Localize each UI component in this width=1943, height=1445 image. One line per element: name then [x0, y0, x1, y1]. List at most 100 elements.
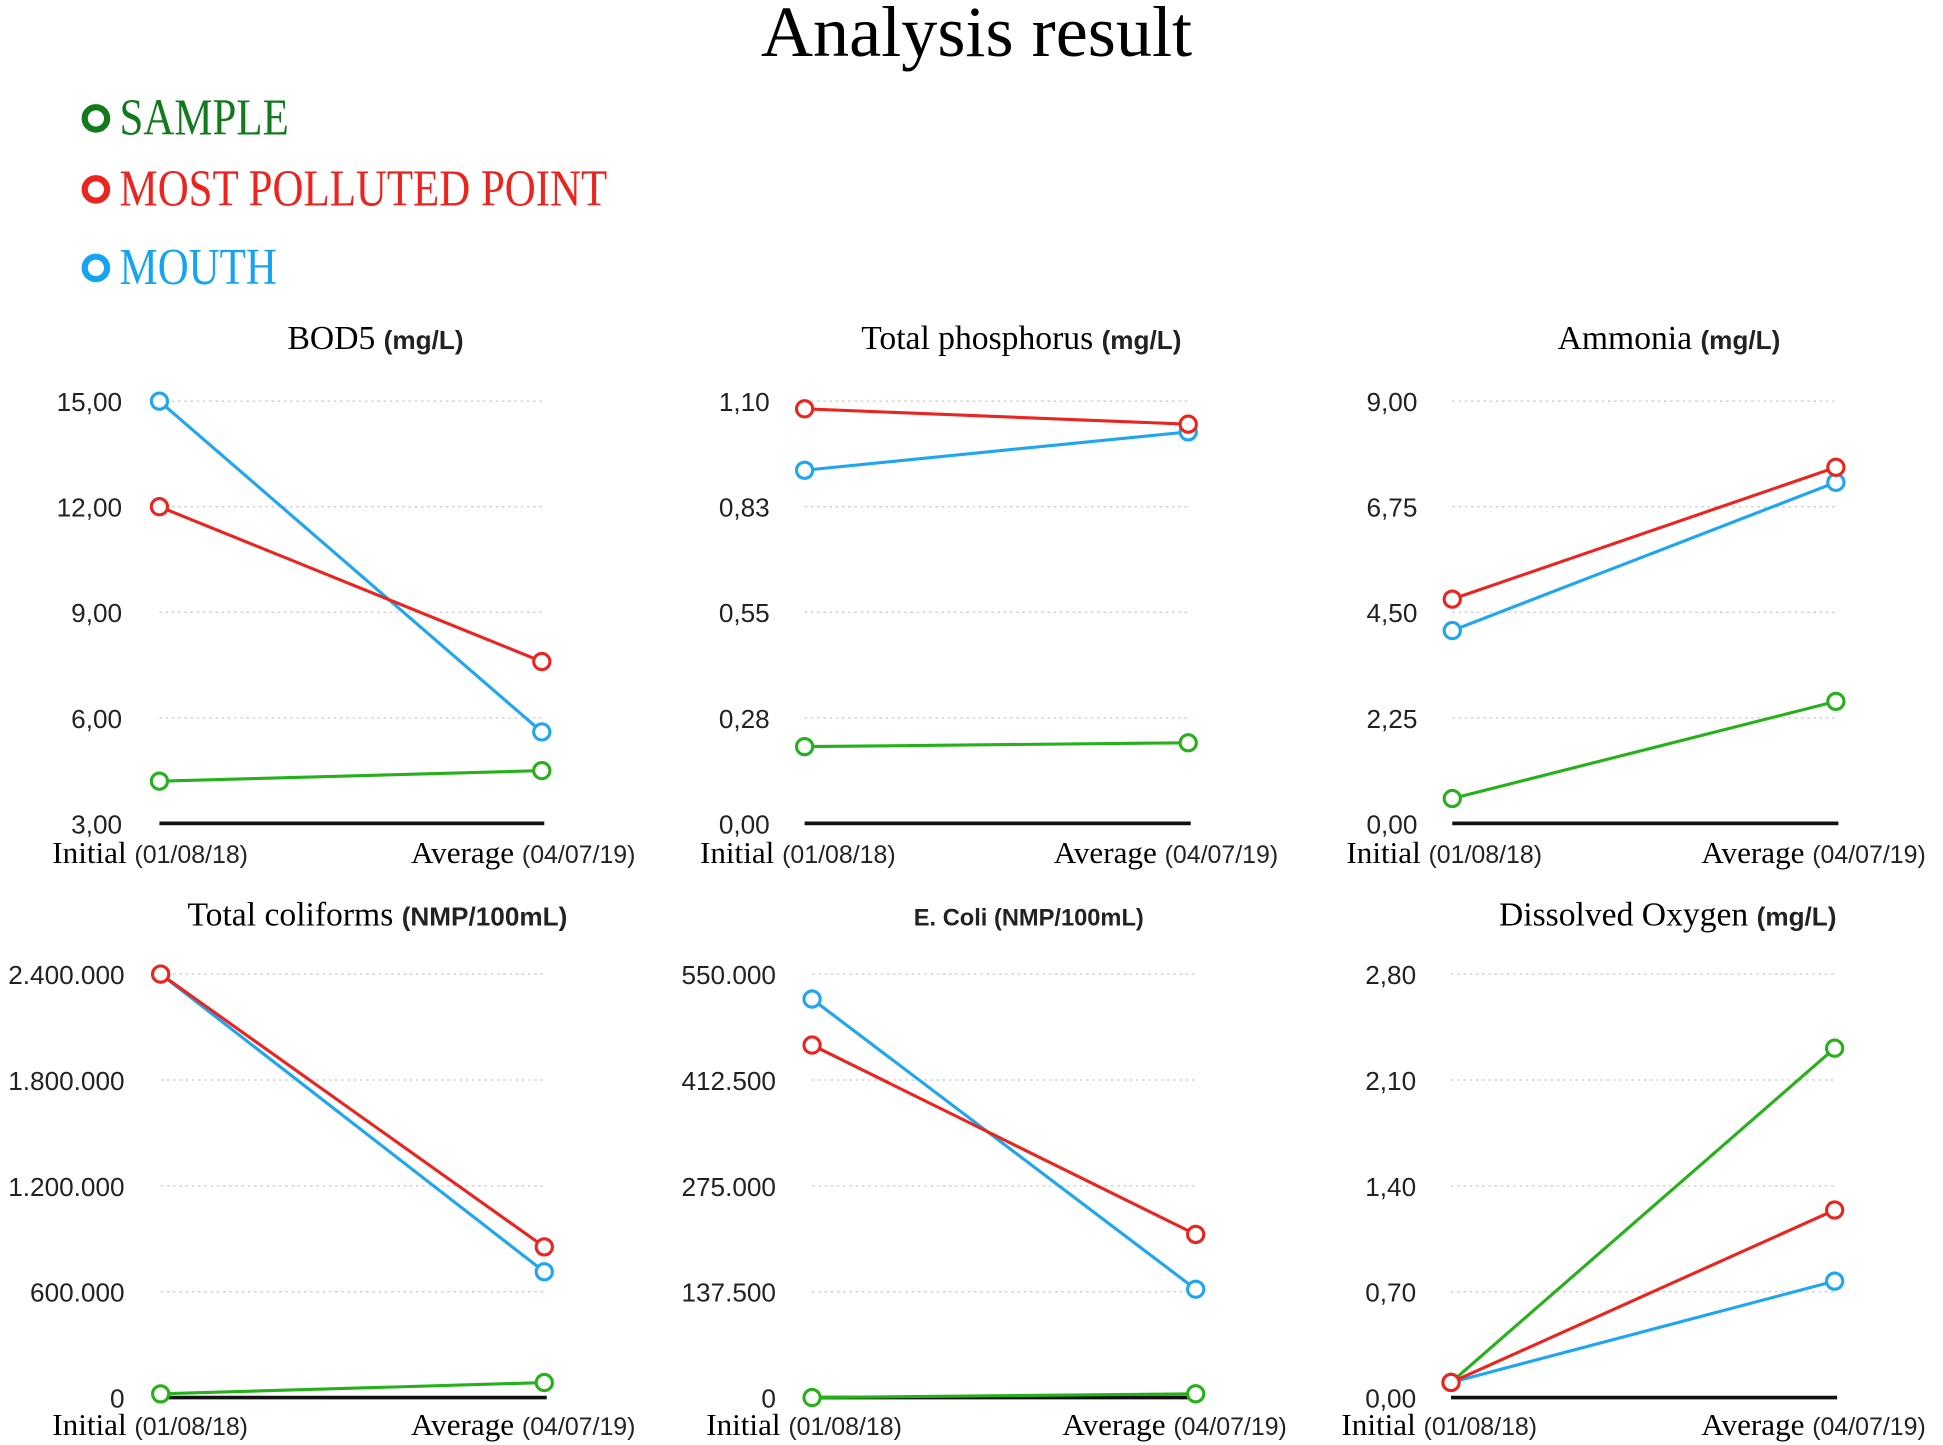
data-point: [149, 771, 170, 791]
legend-item: SAMPLE: [81, 89, 289, 147]
legend-item: MOUTH: [81, 238, 277, 296]
series-line: [1451, 480, 1837, 633]
series-sample: [802, 1384, 1206, 1408]
data-point: [1442, 620, 1462, 641]
chart-title: Dissolved Oxygen (mg/L): [1499, 897, 1837, 934]
series-line: [160, 1381, 545, 1396]
chart-panel: Total phosphorus (mg/L) 0,00 0,28 0,55 0,83 1…: [700, 320, 1278, 870]
series-sample: [1441, 1038, 1845, 1393]
y-tick-label: 0,00: [719, 809, 770, 839]
chart-title-name: Total phosphorus: [861, 320, 1101, 357]
data-point: [1442, 589, 1462, 609]
data-point: [1824, 1271, 1845, 1291]
data-point: [534, 1372, 554, 1393]
x-tick-label: Average (04/07/19): [411, 1407, 635, 1442]
chart-panel: BOD5 (mg/L) 3,00 6,00 9,00 12,00 15,00 Initial…: [52, 320, 635, 870]
x-tick-label: Initial (01/08/18): [52, 1407, 248, 1442]
data-point: [1186, 1224, 1206, 1245]
y-tick-label: 600.000: [30, 1278, 125, 1308]
series-mouth: [802, 989, 1206, 1299]
x-tick-label: Average (04/07/19): [1054, 835, 1278, 870]
series-sample: [1442, 691, 1846, 809]
data-point: [1441, 1372, 1461, 1393]
y-tick-label: 3,00: [71, 809, 122, 839]
series-line: [804, 407, 1189, 426]
y-tick-label: 0,83: [719, 493, 770, 523]
circle-marker-icon: [81, 104, 111, 133]
legend-label: MOUTH: [120, 238, 277, 296]
chart-title-unit: (mg/L): [1102, 325, 1182, 355]
y-tick-label: 9,00: [71, 598, 122, 628]
y-tick-label: 0,00: [1367, 809, 1418, 839]
y-tick-label: 2,10: [1365, 1066, 1416, 1096]
y-tick-label: 0: [110, 1384, 125, 1414]
y-tick-label: 275.000: [681, 1172, 776, 1202]
chart-title-unit: (mg/L): [384, 325, 464, 355]
y-tick-label: 2.400.000: [8, 960, 124, 990]
y-tick-label: 1,40: [1365, 1172, 1416, 1202]
data-point: [532, 760, 552, 781]
series-most-polluted-point: [1442, 457, 1846, 609]
data-point: [794, 399, 815, 419]
series-most-polluted-point: [794, 399, 1198, 434]
series-line: [159, 972, 546, 1249]
x-tick-label: Initial (01/08/18): [700, 835, 896, 870]
series-most-polluted-point: [151, 964, 554, 1257]
series-line: [1451, 465, 1837, 601]
y-tick-label: 1,10: [719, 387, 770, 417]
data-point: [151, 1384, 171, 1404]
y-tick-label: 4,50: [1367, 598, 1418, 628]
data-point: [151, 964, 171, 984]
series-line: [1449, 1047, 1836, 1384]
y-tick-label: 6,75: [1367, 493, 1418, 523]
y-tick-label: 137.500: [681, 1278, 776, 1308]
chart-title-unit: (NMP/100mL): [402, 902, 568, 932]
data-point: [794, 736, 815, 757]
y-tick-label: 1.800.000: [8, 1066, 124, 1096]
chart-title: BOD5 (mg/L): [288, 320, 464, 357]
figure-title: Analysis result: [761, 0, 1192, 72]
chart-title-name: BOD5: [288, 320, 384, 357]
data-point: [1178, 733, 1198, 753]
y-tick-label: 0,70: [1365, 1278, 1416, 1308]
x-tick-label: Initial (01/08/18): [1341, 1407, 1537, 1442]
y-tick-label: 9,00: [1367, 387, 1418, 417]
series-sample: [149, 760, 552, 791]
data-point: [532, 651, 552, 672]
chart-title-unit: E. Coli (NMP/100mL): [914, 906, 1144, 932]
y-tick-label: 0: [761, 1384, 776, 1414]
y-tick-label: 2,80: [1365, 960, 1416, 990]
circle-marker-icon: [81, 253, 111, 283]
series-line: [812, 1392, 1196, 1400]
data-point: [534, 1262, 554, 1282]
series-line: [159, 769, 542, 783]
legend-item: MOST POLLUTED POINT: [81, 160, 607, 218]
x-tick-label: Initial (01/08/18): [52, 835, 248, 870]
chart-title-unit: (mg/L): [1700, 325, 1780, 355]
legend: SAMPLE MOST POLLUTED POINT MOUTH: [81, 89, 607, 296]
y-tick-label: 6,00: [71, 704, 122, 734]
series-most-polluted-point: [802, 1035, 1206, 1245]
series-line: [1450, 1279, 1836, 1384]
series-most-polluted-point: [1441, 1200, 1845, 1393]
series-line: [158, 505, 543, 663]
y-tick-label: 12,00: [57, 493, 122, 523]
series-mouth: [151, 964, 554, 1282]
legend-label: SAMPLE: [120, 89, 289, 147]
charts: BOD5 (mg/L) 3,00 6,00 9,00 12,00 15,00 Initial…: [8, 320, 1926, 1442]
data-point: [1824, 1038, 1845, 1058]
y-tick-label: 2,25: [1367, 704, 1418, 734]
chart-panel: Ammonia (mg/L) 0,00 2,25 4,50 6,75 9,00 Initia…: [1346, 320, 1925, 870]
series-line: [1450, 1208, 1836, 1384]
chart-panel: Dissolved Oxygen (mg/L) 0,00 0,70 1,40 2,10 2…: [1341, 897, 1925, 1442]
chart-title: Total coliforms (NMP/100mL): [187, 897, 567, 934]
chart-title-name: Total coliforms: [187, 897, 401, 934]
series-mouth: [149, 391, 552, 742]
x-tick-label: Average (04/07/19): [1701, 1407, 1925, 1442]
data-point: [1178, 414, 1198, 434]
series-mouth: [1442, 472, 1846, 641]
x-tick-label: Average (04/07/19): [1701, 835, 1925, 870]
series-line: [804, 741, 1189, 749]
y-tick-label: 0,00: [1365, 1384, 1416, 1414]
